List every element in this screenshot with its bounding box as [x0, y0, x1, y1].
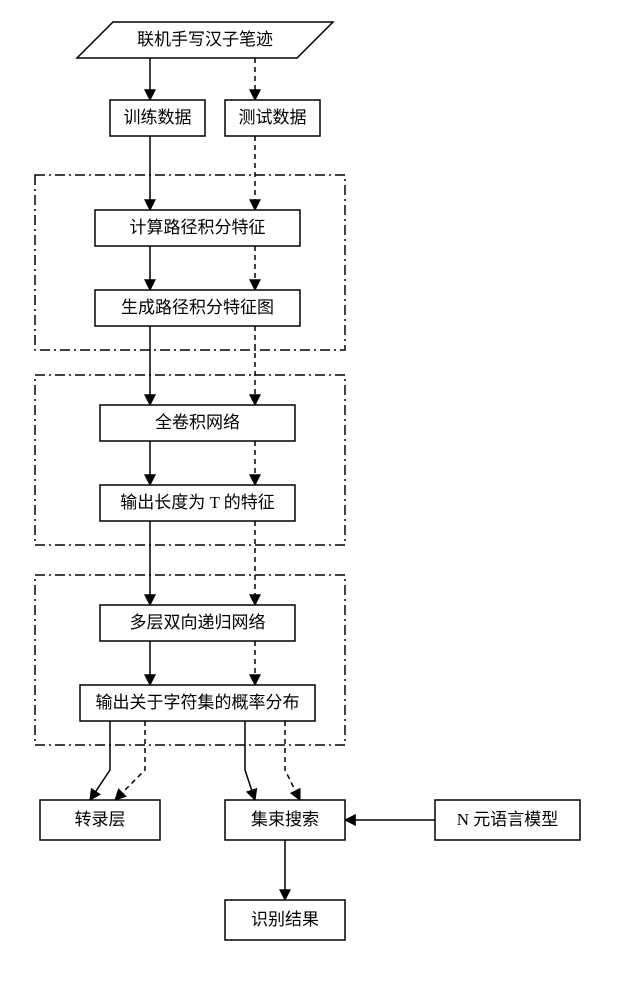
edge-dashed	[115, 721, 145, 800]
label-fcn: 全卷积网络	[155, 413, 240, 432]
label-dist: 输出关于字符集的概率分布	[96, 693, 300, 712]
label-ngram: N 元语言模型	[457, 810, 559, 829]
label-calc: 计算路径积分特征	[130, 218, 266, 237]
label-genmap: 生成路径积分特征图	[121, 298, 274, 317]
label-train: 训练数据	[124, 108, 192, 127]
label-test: 测试数据	[239, 108, 307, 127]
edge-solid	[245, 721, 255, 800]
label-beam: 集束搜索	[251, 810, 319, 829]
label-input: 联机手写汉子笔迹	[137, 30, 273, 49]
label-outlen: 输出长度为 T 的特征	[120, 493, 275, 512]
label-transcribe: 转录层	[75, 810, 126, 829]
label-rnn: 多层双向递归网络	[130, 613, 266, 632]
edge-dashed	[285, 721, 300, 800]
edge-solid	[90, 721, 110, 800]
label-result: 识别结果	[251, 910, 319, 929]
